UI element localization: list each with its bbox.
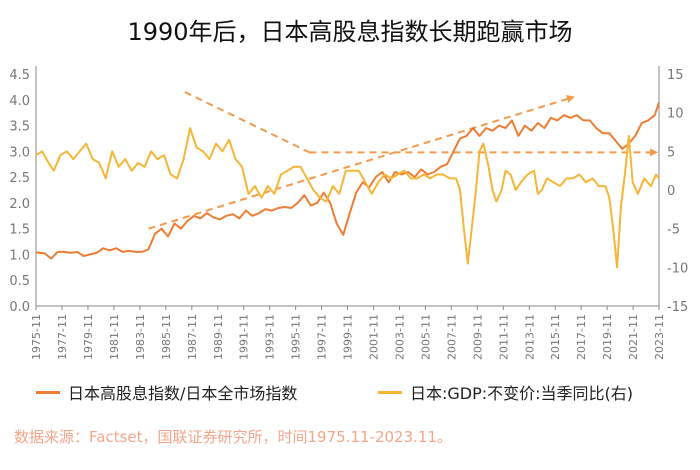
y-right-tick-label: -15 <box>667 300 688 315</box>
y-right-tick-label: 15 <box>667 68 684 83</box>
y-left-tick-label: 3.5 <box>9 120 30 135</box>
x-tick-label: 1987-11 <box>186 314 199 360</box>
x-tick-label: 1993-11 <box>264 314 277 360</box>
legend-item-gdp[interactable]: 日本:GDP:不变价:当季同比(右) <box>378 380 633 404</box>
x-tick-label: 2011-11 <box>497 314 510 360</box>
legend-item-ratio[interactable]: 日本高股息指数/日本全市场指数 <box>36 380 297 404</box>
x-tick-label: 2001-11 <box>368 314 381 360</box>
x-tick-label: 2007-11 <box>445 314 458 360</box>
x-tick-label: 1989-11 <box>212 314 225 360</box>
x-tick-label: 1999-11 <box>342 314 355 360</box>
x-tick-label: 2021-11 <box>627 314 640 360</box>
series-line-gdp <box>35 127 660 269</box>
y-left-tick-label: 1.0 <box>9 248 30 263</box>
x-tick-label: 2023-11 <box>653 314 666 360</box>
x-tick-label: 1991-11 <box>238 314 251 360</box>
x-tick-label: 1995-11 <box>290 314 303 360</box>
chart-area: 0.0 0.5 1.0 1.5 2.0 2.5 3.0 3.5 4.0 4.5 -15 -10 -5 0 5… <box>9 66 688 360</box>
y-right-tick-label: 10 <box>667 107 684 122</box>
legend: 日本高股息指数/日本全市场指数 日本:GDP:不变价:当季同比(右) <box>0 380 700 406</box>
x-tick-label: 1979-11 <box>82 314 95 360</box>
y-left-tick-label: 1.5 <box>9 223 30 238</box>
y-right-tick-label: 0 <box>667 184 675 199</box>
y-left-tick-label: 4.5 <box>9 68 30 83</box>
legend-label-gdp: 日本:GDP:不变价:当季同比(右) <box>410 384 634 403</box>
series-line-ratio <box>35 102 660 260</box>
x-tick-label: 1975-11 <box>30 314 43 360</box>
y-left-tick-label: 3.0 <box>9 145 30 160</box>
y-left-tick-label: 0.0 <box>9 300 30 315</box>
x-tick-label: 1985-11 <box>160 314 173 360</box>
y-left-tick-label: 0.5 <box>9 274 30 289</box>
y-right-tick-label: -10 <box>667 261 688 276</box>
x-tick-label: 1997-11 <box>316 314 329 360</box>
x-tick-label: 2013-11 <box>523 314 536 360</box>
chart-title: 1990年后，日本高股息指数长期跑赢市场 <box>127 18 573 46</box>
x-tick-label: 2005-11 <box>419 314 432 360</box>
source-note: 数据来源：Factset，国联证券研究所，时间1975.11-2023.11。 <box>14 428 452 446</box>
x-tick-label: 2019-11 <box>601 314 614 360</box>
y-left-tick-label: 2.5 <box>9 171 30 186</box>
x-tick-label: 2017-11 <box>575 314 588 360</box>
y-left-tick-label: 2.0 <box>9 197 30 212</box>
trend-arrow-down <box>184 91 310 154</box>
y-right-tick-label: -5 <box>667 223 680 238</box>
y-left-tick-label: 4.0 <box>9 94 30 109</box>
legend-label-ratio: 日本高股息指数/日本全市场指数 <box>68 384 298 403</box>
x-tick-label: 2009-11 <box>471 314 484 360</box>
legend-swatch-ratio <box>36 390 60 394</box>
trend-arrow-up <box>148 95 575 230</box>
legend-swatch-gdp <box>378 390 402 394</box>
x-tick-label: 1981-11 <box>108 314 121 360</box>
x-tick-label: 1977-11 <box>56 314 69 360</box>
y-right-tick-label: 5 <box>667 145 675 160</box>
x-tick-label: 2003-11 <box>393 314 406 360</box>
x-tick-label: 2015-11 <box>549 314 562 360</box>
x-tick-label: 1983-11 <box>134 314 147 360</box>
